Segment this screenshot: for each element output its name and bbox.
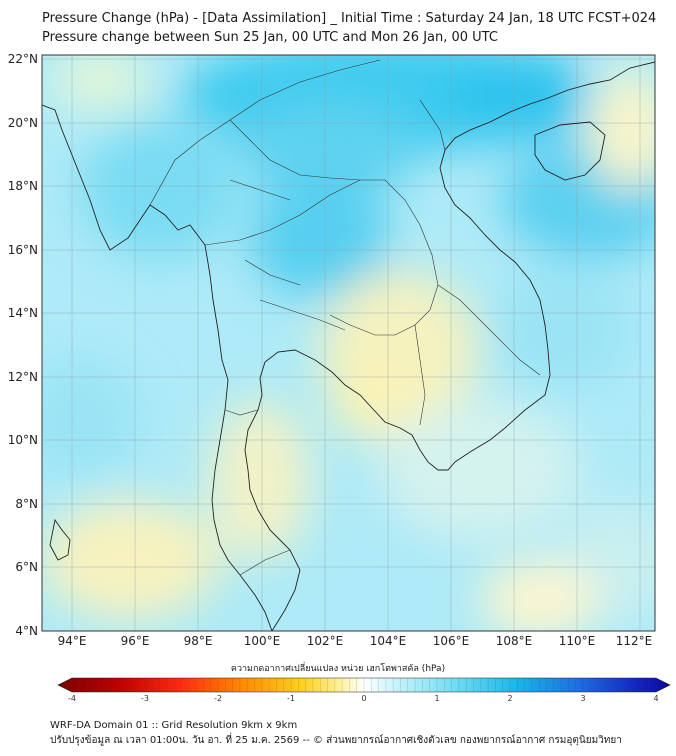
colorbar: -4 -3 -2 -1 0 1 2 3 4 — [57, 677, 671, 703]
graticule — [42, 55, 655, 631]
footer-model-info: WRF-DA Domain 01 :: Grid Resolution 9km … — [50, 720, 298, 731]
colorbar-label: ความกดอากาศเปลี่ยนแปลง หน่วย เฮกโตพาสคัล… — [230, 664, 446, 674]
borders — [149, 59, 541, 576]
colorbar-tick-label: 3 — [580, 694, 585, 703]
lon-label: 94°E — [58, 634, 87, 648]
lon-label: 112°E — [616, 634, 653, 648]
pressure-field — [42, 55, 655, 631]
lat-label: 20°N — [8, 116, 38, 130]
colorbar-tick-label: 4 — [653, 694, 658, 703]
chart-subtitle: Pressure change between Sun 25 Jan, 00 U… — [42, 30, 498, 45]
colorbar-tick-label: -4 — [68, 694, 76, 703]
lat-axis: 22°N 20°N 18°N 16°N 14°N 12°N 10°N 8°N 6… — [8, 52, 38, 638]
lat-label: 6°N — [15, 560, 38, 574]
colorbar-tick-label: 2 — [507, 694, 512, 703]
lon-label: 102°E — [307, 634, 344, 648]
map-frame — [41, 54, 656, 632]
lon-label: 110°E — [559, 634, 596, 648]
colorbar-tick-label: -3 — [141, 694, 149, 703]
lon-label: 106°E — [433, 634, 470, 648]
lon-label: 96°E — [121, 634, 150, 648]
lat-label: 8°N — [15, 497, 38, 511]
chart-title: Pressure Change (hPa) - [Data Assimilati… — [42, 11, 657, 26]
lat-label: 14°N — [8, 306, 38, 320]
lon-axis: 94°E 96°E 98°E 100°E 102°E 104°E 106°E 1… — [58, 634, 653, 648]
colorbar-tick-label: 0 — [361, 694, 366, 703]
colorbar-separators — [79, 678, 649, 692]
colorbar-ticks: -4 -3 -2 -1 0 1 2 3 4 — [68, 694, 659, 703]
lat-label: 10°N — [8, 433, 38, 447]
lat-label: 4°N — [15, 624, 38, 638]
footer-credit: ปรับปรุงข้อมูล ณ เวลา 01:00น. วัน อา. ที… — [50, 735, 622, 746]
lon-label: 100°E — [244, 634, 281, 648]
coastlines — [42, 61, 655, 631]
lat-label: 18°N — [8, 179, 38, 193]
lat-label: 12°N — [8, 370, 38, 384]
lon-label: 108°E — [496, 634, 533, 648]
colorbar-tick-label: 1 — [434, 694, 439, 703]
lon-label: 98°E — [184, 634, 213, 648]
colorbar-tick-label: -1 — [287, 694, 295, 703]
lat-label: 22°N — [8, 52, 38, 66]
colorbar-tick-label: -2 — [214, 694, 222, 703]
lon-label: 104°E — [370, 634, 407, 648]
lat-label: 16°N — [8, 243, 38, 257]
